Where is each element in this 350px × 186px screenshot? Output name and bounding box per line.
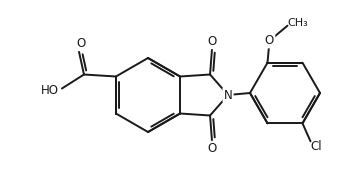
Text: O: O: [208, 35, 217, 48]
Text: HO: HO: [41, 84, 59, 97]
Text: O: O: [265, 34, 274, 47]
Text: Cl: Cl: [311, 140, 322, 153]
Text: CH₃: CH₃: [287, 18, 308, 28]
Text: N: N: [224, 89, 232, 102]
Text: O: O: [208, 142, 217, 155]
Text: O: O: [76, 37, 86, 50]
